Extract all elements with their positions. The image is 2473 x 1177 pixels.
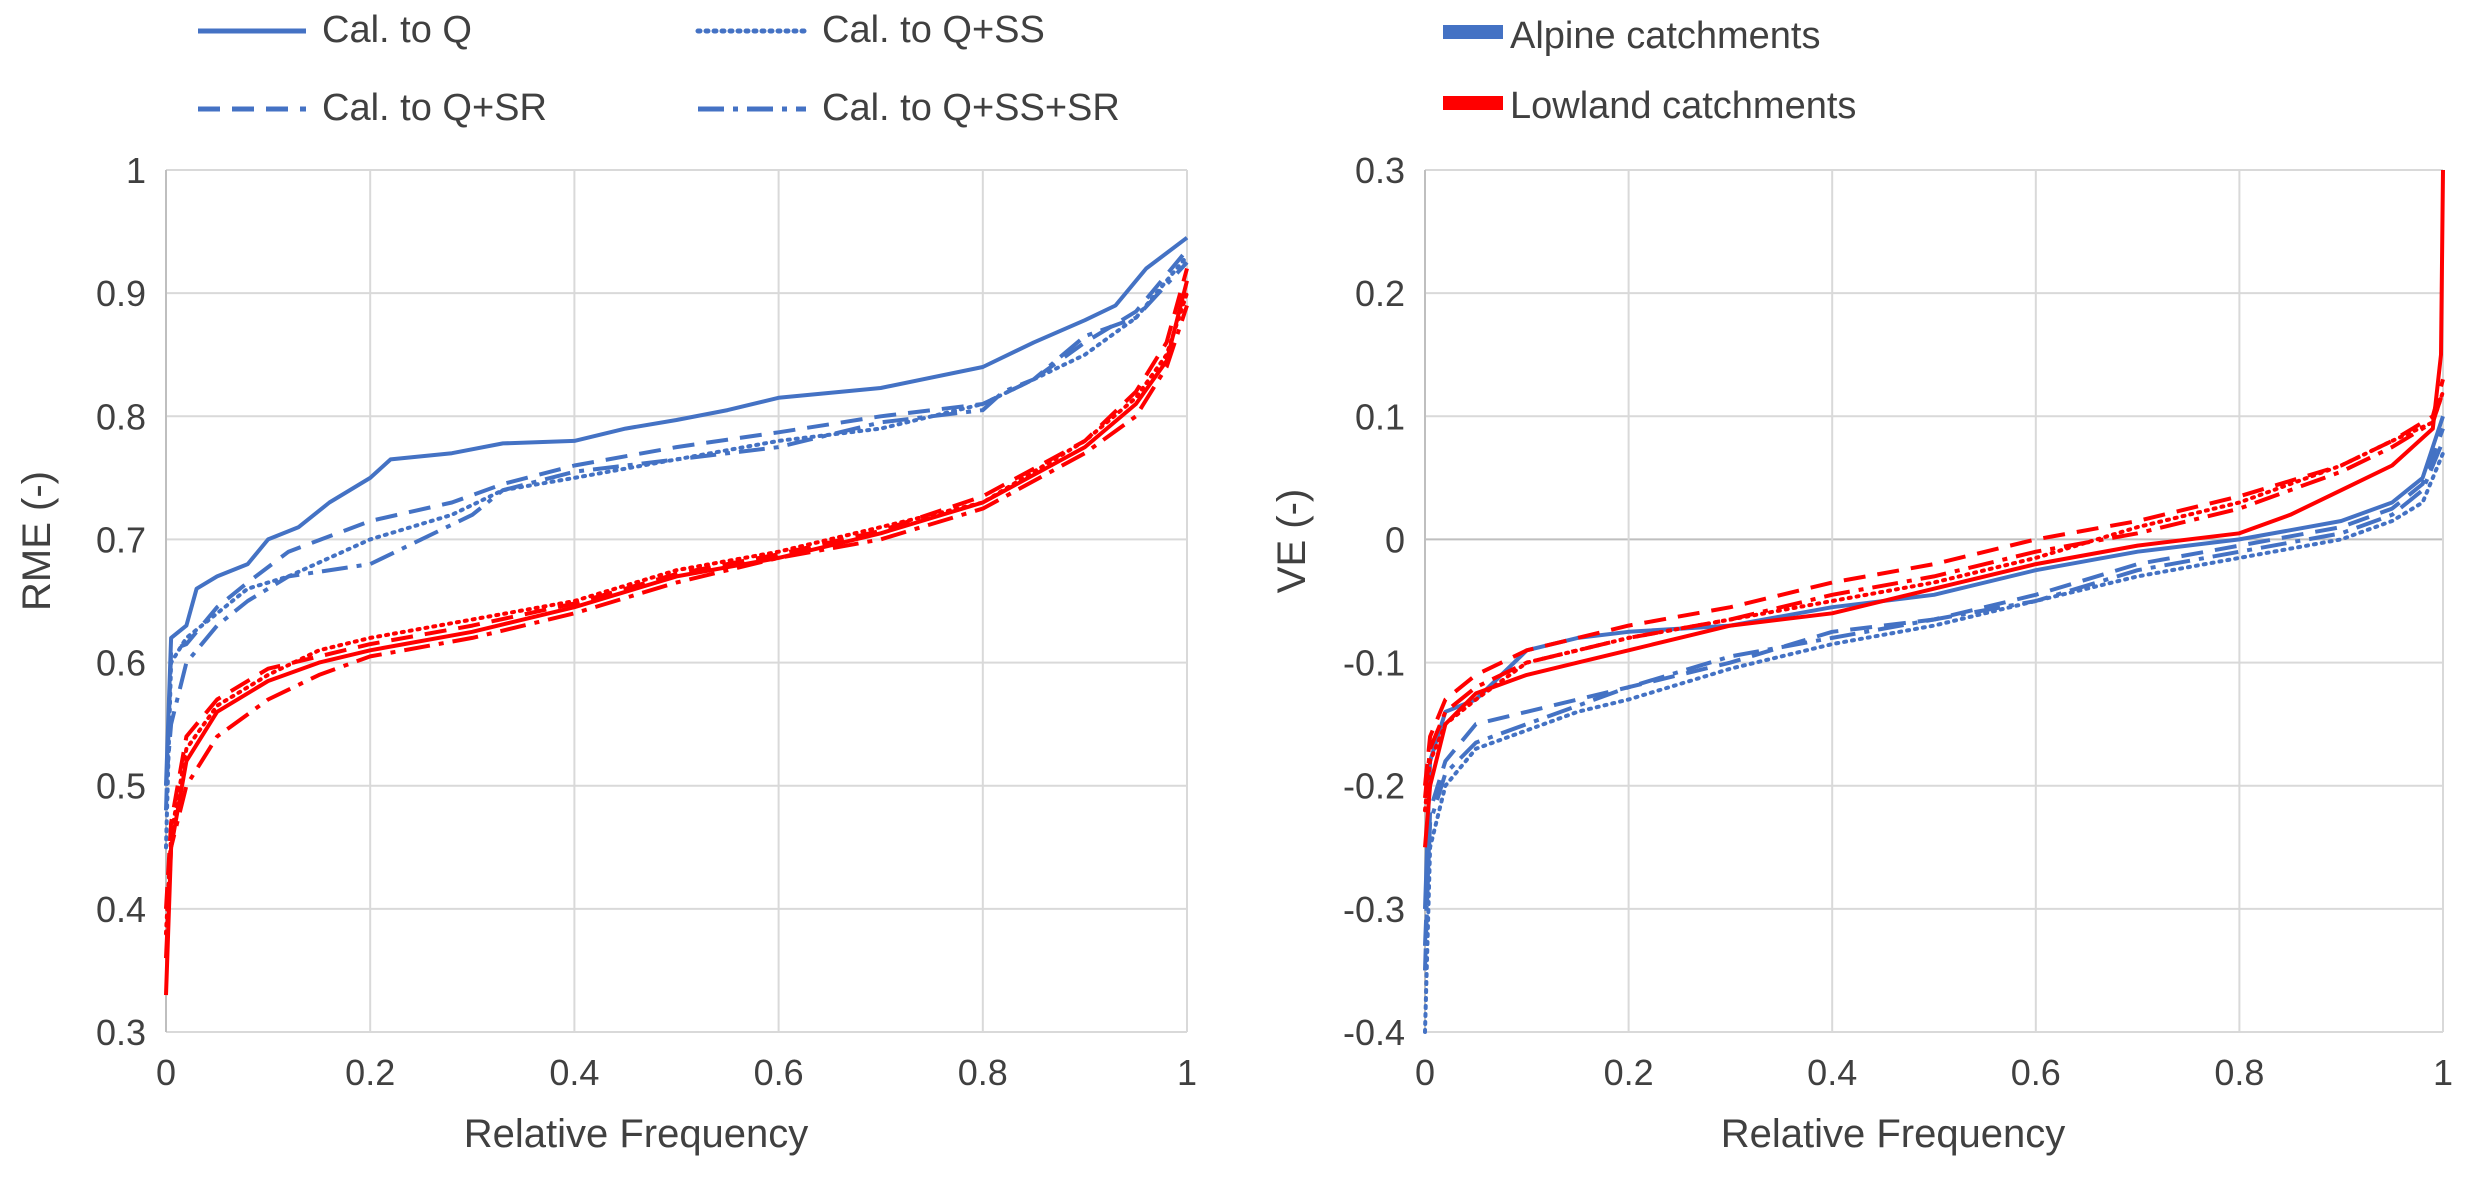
right-panel: -0.4 -0.3 -0.2 -0.1 0 0.1 0.2 0.3 0 0.2 0.4 0.6 0.8… xyxy=(1270,150,2453,1156)
left-y-tick-label: 0.6 xyxy=(96,643,146,684)
left-x-tick-label: 0.6 xyxy=(754,1052,804,1093)
left-x-tick-label: 0 xyxy=(156,1052,176,1093)
left-series-line-alpine-cal-to-q-ss xyxy=(164,254,1189,850)
right-y-axis-title: VE (-) xyxy=(1270,489,1314,593)
right-x-axis-title: Relative Frequency xyxy=(1721,1112,2066,1156)
left-series-line-lowland-cal-to-q-ss-sr xyxy=(164,304,1189,959)
right-legend: Alpine catchments Lowland catchments xyxy=(1443,15,1856,127)
left-y-tick-label: 0.5 xyxy=(96,766,146,807)
right-y-tick-label: -0.1 xyxy=(1343,643,1405,684)
left-series-line-alpine-cal-to-q-sr xyxy=(164,248,1189,811)
right-x-tick-label: 0.2 xyxy=(1604,1052,1654,1093)
right-y-tick-label: -0.3 xyxy=(1343,889,1405,930)
left-panel: 0.3 0.4 0.5 0.6 0.7 0.8 0.9 1 0 0.2 0.4 0.6 0.8 1 RM… xyxy=(15,150,1197,1156)
right-series-line-lowland-cal-to-q xyxy=(1423,169,2445,848)
left-x-tick-label: 1 xyxy=(1177,1052,1197,1093)
left-y-axis-title: RME (-) xyxy=(15,471,59,611)
left-series-line-lowland-cal-to-q-sr xyxy=(164,267,1189,910)
left-y-tick-label: 0.3 xyxy=(96,1012,146,1053)
right-grid xyxy=(1424,169,2444,1033)
left-x-tick-label: 0.4 xyxy=(549,1052,599,1093)
right-y-tick-label: 0.1 xyxy=(1355,396,1405,437)
left-y-tick-label: 0.4 xyxy=(96,889,146,930)
right-series-line-alpine-cal-to-q-ss-sr xyxy=(1423,440,2445,946)
legend-label-cal-q-ss: Cal. to Q+SS xyxy=(822,9,1045,51)
left-series xyxy=(164,236,1189,996)
right-x-tick-label: 0.4 xyxy=(1807,1052,1857,1093)
right-y-tick-label: 0.2 xyxy=(1355,273,1405,314)
left-legend: Cal. to Q Cal. to Q+SS Cal. to Q+SR Cal.… xyxy=(198,9,1120,129)
right-series-line-alpine-cal-to-q-ss xyxy=(1423,451,2445,1034)
right-series-line-alpine-cal-to-q-sr xyxy=(1423,427,2445,971)
left-y-tick-label: 0.9 xyxy=(96,273,146,314)
right-x-tick-label: 0 xyxy=(1415,1052,1435,1093)
legend-swatch-lowland xyxy=(1443,96,1503,110)
left-x-axis-title: Relative Frequency xyxy=(464,1112,809,1156)
right-y-tick-label: -0.2 xyxy=(1343,766,1405,807)
right-x-tick-label: 1 xyxy=(2433,1052,2453,1093)
legend-label-cal-q: Cal. to Q xyxy=(322,9,472,51)
left-x-tick-labels: 0 0.2 0.4 0.6 0.8 1 xyxy=(156,1052,1197,1093)
legend-label-lowland: Lowland catchments xyxy=(1510,85,1856,127)
right-x-tick-labels: 0 0.2 0.4 0.6 0.8 1 xyxy=(1415,1052,2453,1093)
legend-label-cal-q-ss-sr: Cal. to Q+SS+SR xyxy=(822,87,1120,129)
legend-label-alpine: Alpine catchments xyxy=(1510,15,1821,57)
left-y-tick-label: 0.7 xyxy=(96,519,146,560)
right-series xyxy=(1423,169,2445,1034)
right-series-line-lowland-cal-to-q-ss xyxy=(1423,389,2445,813)
right-y-tick-label: -0.4 xyxy=(1343,1012,1405,1053)
left-y-tick-label: 0.8 xyxy=(96,396,146,437)
left-series-line-alpine-cal-to-q-ss-sr xyxy=(164,261,1189,786)
left-y-tick-label: 1 xyxy=(126,150,146,191)
right-y-tick-label: 0.3 xyxy=(1355,150,1405,191)
left-x-tick-label: 0.2 xyxy=(345,1052,395,1093)
left-grid xyxy=(165,169,1188,1033)
right-series-line-lowland-cal-to-q-sr xyxy=(1423,378,2445,786)
left-series-line-lowland-cal-to-q-ss xyxy=(164,291,1189,936)
left-x-tick-label: 0.8 xyxy=(958,1052,1008,1093)
left-series-line-lowland-cal-to-q xyxy=(164,280,1189,996)
right-series-line-lowland-cal-to-q-ss-sr xyxy=(1423,391,2445,799)
right-x-tick-label: 0.8 xyxy=(2214,1052,2264,1093)
left-series-line-alpine-cal-to-q xyxy=(164,236,1189,786)
legend-swatch-alpine xyxy=(1443,25,1503,39)
legend-label-cal-q-sr: Cal. to Q+SR xyxy=(322,87,547,129)
right-y-tick-label: 0 xyxy=(1385,519,1405,560)
right-x-tick-label: 0.6 xyxy=(2011,1052,2061,1093)
right-y-tick-labels: -0.4 -0.3 -0.2 -0.1 0 0.1 0.2 0.3 xyxy=(1343,150,1405,1053)
left-y-tick-labels: 0.3 0.4 0.5 0.6 0.7 0.8 0.9 1 xyxy=(96,150,146,1053)
